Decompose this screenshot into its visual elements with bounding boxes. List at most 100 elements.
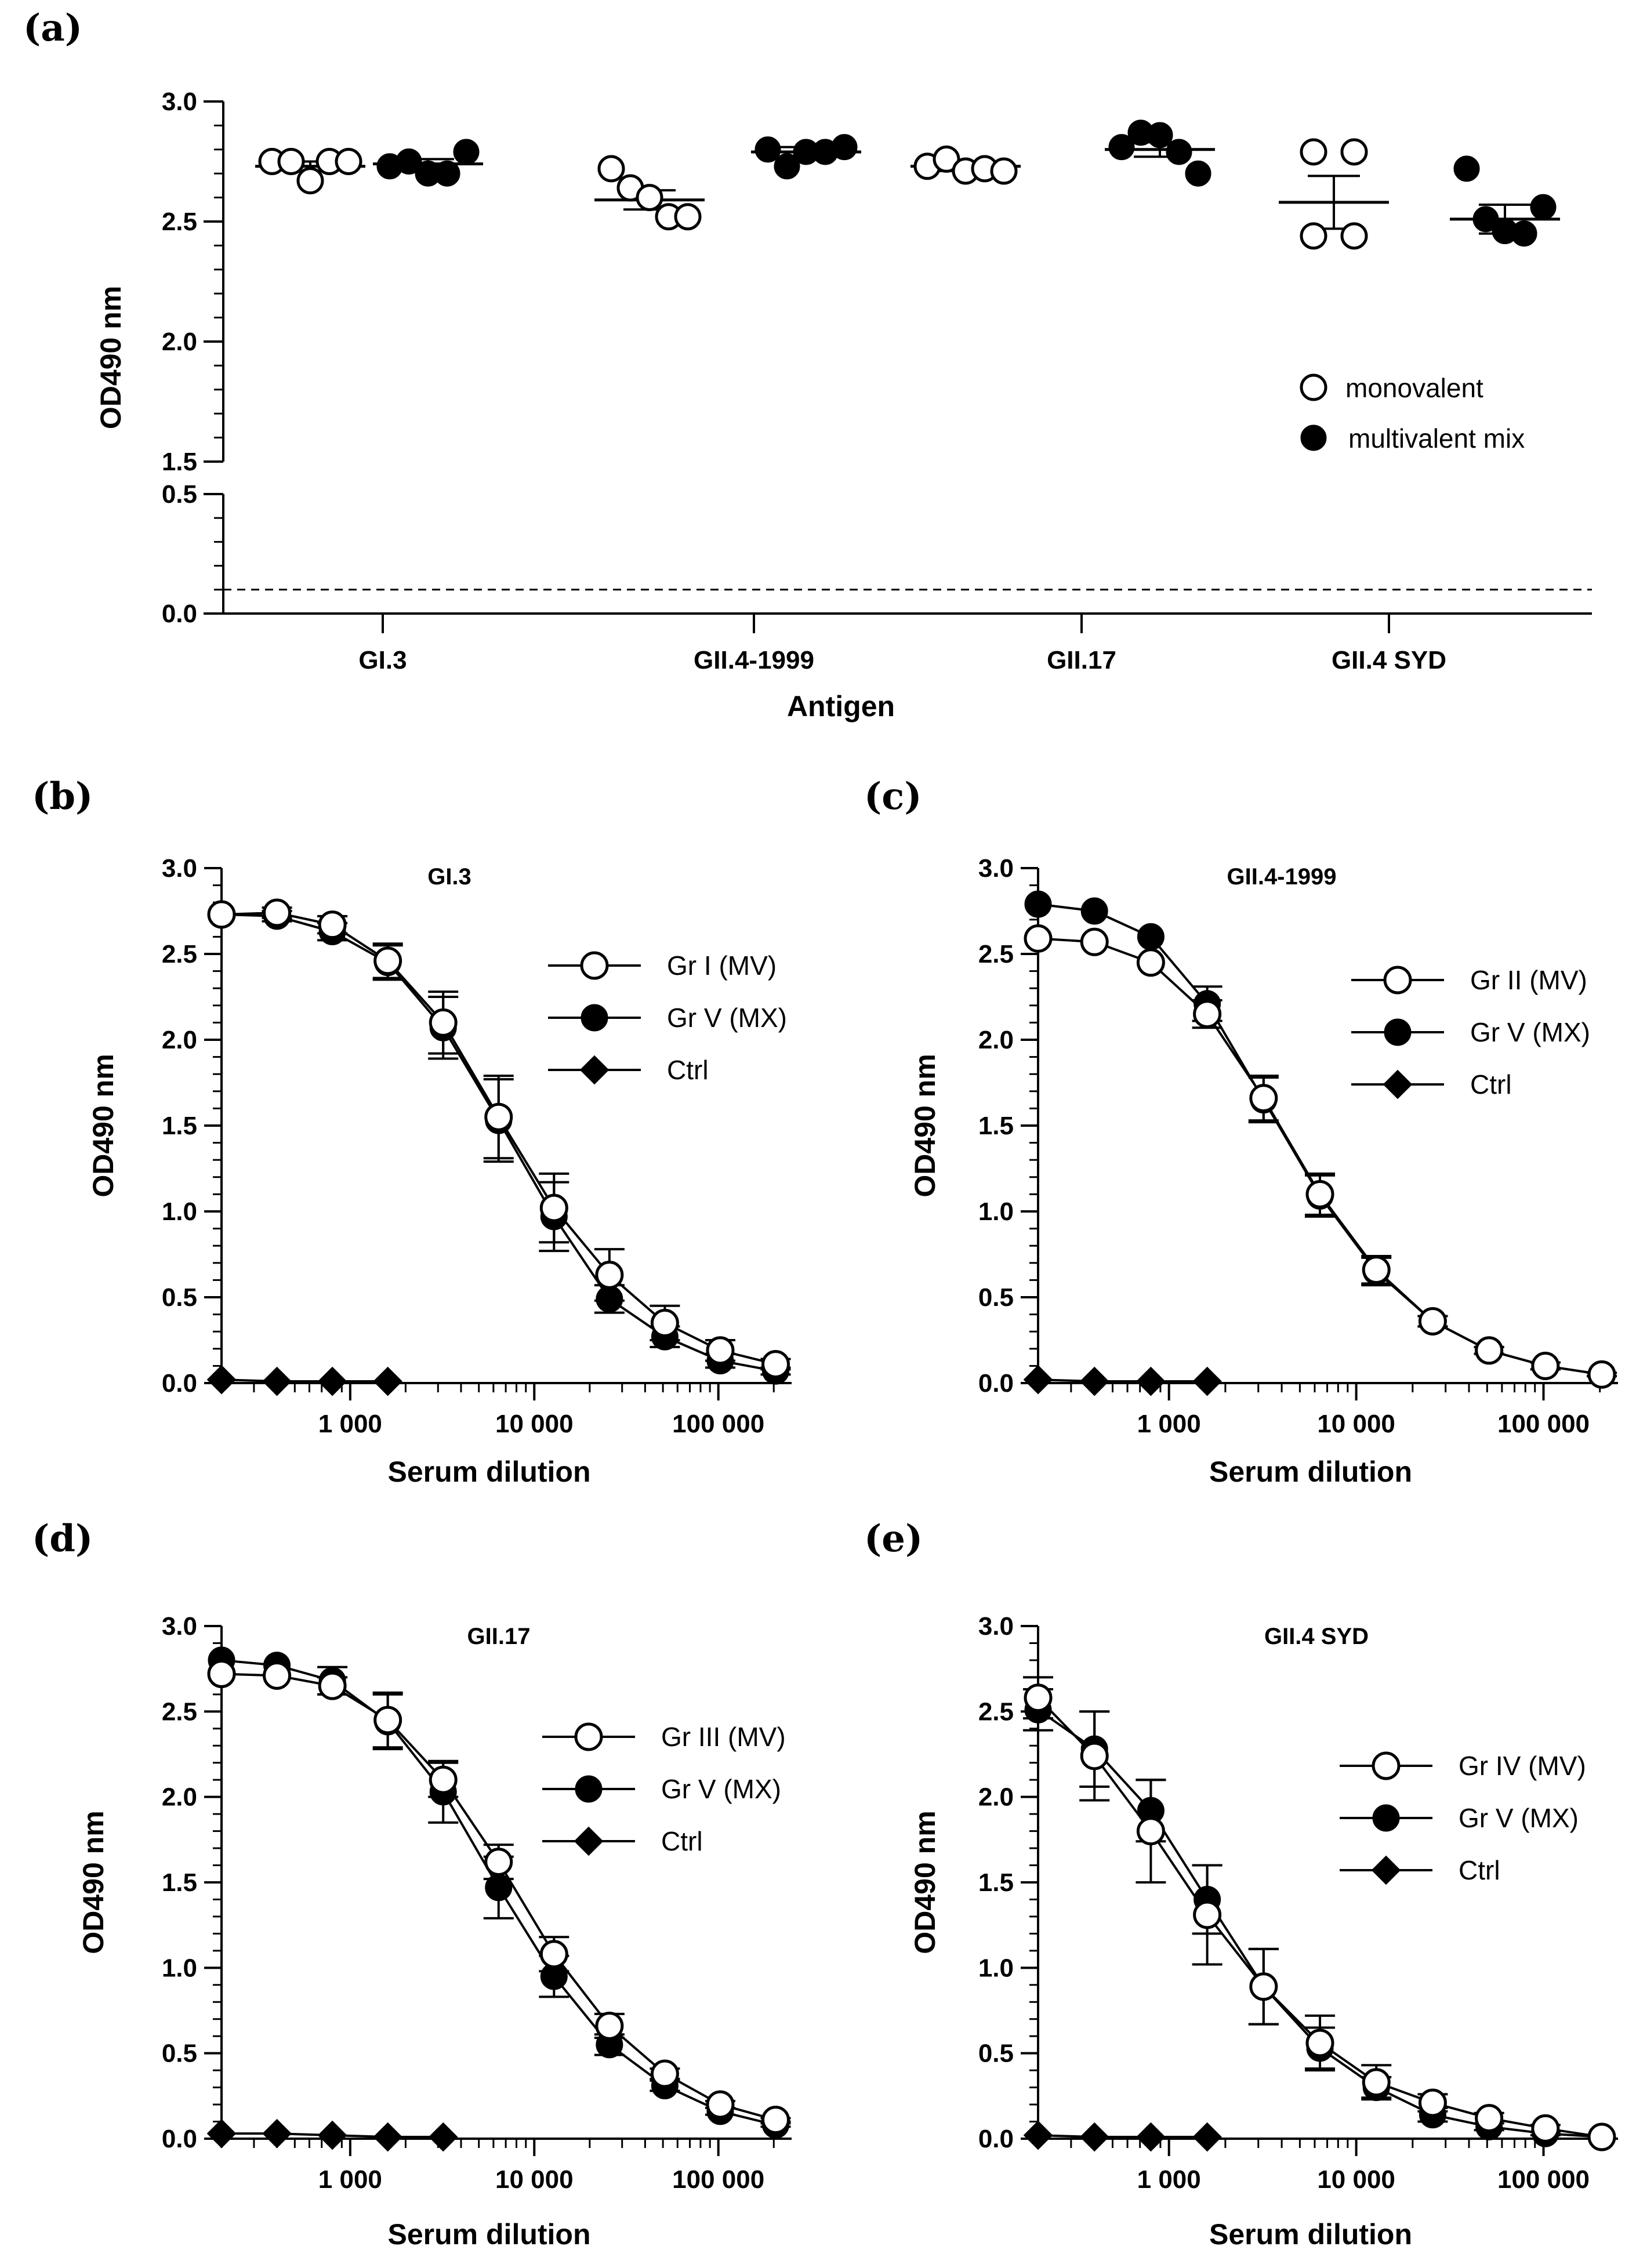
y-axis-title: OD490 nm (87, 1054, 119, 1197)
y-tick-label: 3.0 (978, 854, 1014, 883)
data-point (296, 167, 324, 195)
legend-label: Gr III (MV) (661, 1722, 786, 1752)
data-point (335, 148, 362, 175)
x-tick-label: GI.3 (358, 646, 407, 674)
data-point (207, 1660, 236, 1689)
y-tick-label: 3.0 (162, 854, 197, 883)
y-tick-label: 2.5 (162, 1697, 197, 1726)
legend-label: Gr I (MV) (667, 950, 777, 981)
y-tick-label: 0.5 (978, 1283, 1014, 1312)
data-point (650, 1308, 679, 1337)
data-point (1080, 1741, 1109, 1770)
data-point (1300, 138, 1327, 166)
x-axis-title: Serum dilution (388, 2218, 591, 2251)
x-tick-label: 1 000 (1137, 2165, 1201, 2194)
data-point (484, 1848, 513, 1877)
data-point (206, 2118, 237, 2149)
data-point (207, 900, 236, 929)
data-point (453, 139, 480, 165)
data-point (263, 1661, 292, 1690)
data-point (1531, 1351, 1560, 1380)
data-point (933, 145, 960, 173)
data-point (206, 1365, 237, 1395)
y-tick-label: 1.5 (978, 1868, 1014, 1897)
legend-label: Gr IV (MV) (1459, 1751, 1586, 1781)
data-point (1587, 2122, 1616, 2151)
data-point (317, 1366, 347, 1396)
y-tick-label: 0.0 (162, 1369, 197, 1398)
chart-title: GII.4-1999 (1227, 864, 1336, 890)
y-tick-label: 0.5 (162, 2040, 197, 2068)
legend-marker (1372, 1751, 1401, 1780)
y-tick-label: 0.5 (162, 1283, 197, 1312)
x-tick-label: 10 000 (495, 1410, 574, 1438)
data-point (373, 1366, 402, 1396)
data-point (485, 1874, 513, 1902)
chart-title: GII.17 (467, 1624, 531, 1649)
y-tick-label: 3.0 (978, 1612, 1014, 1641)
panel-label-4: (e) (864, 1517, 923, 1561)
data-point (1023, 2120, 1053, 2150)
series-line (1038, 937, 1602, 1376)
data-point (1136, 948, 1165, 977)
y-tick-label: 0.5 (978, 2040, 1014, 2068)
data-point (428, 2122, 458, 2152)
data-point (373, 1705, 402, 1734)
y-axis-title: OD490 nm (95, 286, 127, 429)
data-point (706, 1336, 735, 1365)
data-point (595, 1261, 624, 1290)
data-point (1136, 2122, 1166, 2152)
panel-label-0: (a) (23, 6, 82, 50)
data-point (650, 2059, 679, 2088)
series-line (1038, 2134, 1207, 2139)
data-point (990, 157, 1018, 185)
data-point (1418, 2088, 1447, 2117)
data-point (1340, 138, 1368, 166)
legend-marker (1384, 1018, 1412, 1046)
data-point (1530, 194, 1557, 220)
y-tick-label: 2.0 (978, 1783, 1014, 1812)
data-point (373, 2122, 402, 2152)
y-tick-label: 3.0 (162, 1612, 197, 1641)
data-point (434, 160, 460, 187)
legend-marker (1383, 966, 1412, 995)
data-point (277, 148, 305, 175)
y-tick-label: 2.0 (162, 328, 197, 356)
data-point (1166, 139, 1192, 165)
data-point (1185, 160, 1211, 187)
legend-label: Ctrl (1459, 1855, 1500, 1885)
y-tick-label: 2.5 (978, 1697, 1014, 1726)
panel-label-2: (c) (864, 775, 922, 818)
y-tick-label: 1.0 (978, 1954, 1014, 1982)
data-point (1192, 2122, 1222, 2152)
legend-label: Gr V (MX) (661, 1774, 781, 1804)
y-tick-label: 1.5 (162, 1868, 197, 1897)
data-point (1136, 1366, 1166, 1396)
x-tick-label: GII.4 SYD (1332, 646, 1446, 674)
x-tick-label: 10 000 (495, 2165, 574, 2194)
y-axis-title: OD490 nm (909, 1810, 941, 1954)
data-point (318, 1671, 347, 1700)
x-tick-label: 100 000 (1497, 2165, 1590, 2194)
data-point (1362, 2068, 1391, 2097)
data-point (1472, 206, 1499, 233)
y-tick-label: 0.0 (978, 1369, 1014, 1398)
data-point (484, 1102, 513, 1131)
data-point (1531, 2114, 1560, 2143)
legend-label-monovalent: monovalent (1345, 373, 1483, 403)
data-point (1192, 1366, 1222, 1396)
x-tick-label: GII.4-1999 (694, 646, 814, 674)
chart-title: GI.3 (427, 864, 471, 890)
data-point (774, 153, 800, 180)
panel-label-1: (b) (32, 775, 93, 818)
legend-label: Ctrl (1470, 1069, 1512, 1099)
x-tick-label: 1 000 (318, 1410, 382, 1438)
data-point (1079, 2122, 1109, 2152)
legend-marker (574, 1826, 604, 1856)
chart-c: 0.0 0.5 1.0 1.5 2.0 2.5 3.0 1 000 10 000 100 000 G… (909, 854, 1618, 1488)
legend-label-multivalent: multivalent mix (1348, 423, 1525, 453)
data-point (1362, 1255, 1391, 1284)
x-tick-label: 100 000 (672, 1410, 764, 1438)
data-point (1023, 1365, 1053, 1395)
